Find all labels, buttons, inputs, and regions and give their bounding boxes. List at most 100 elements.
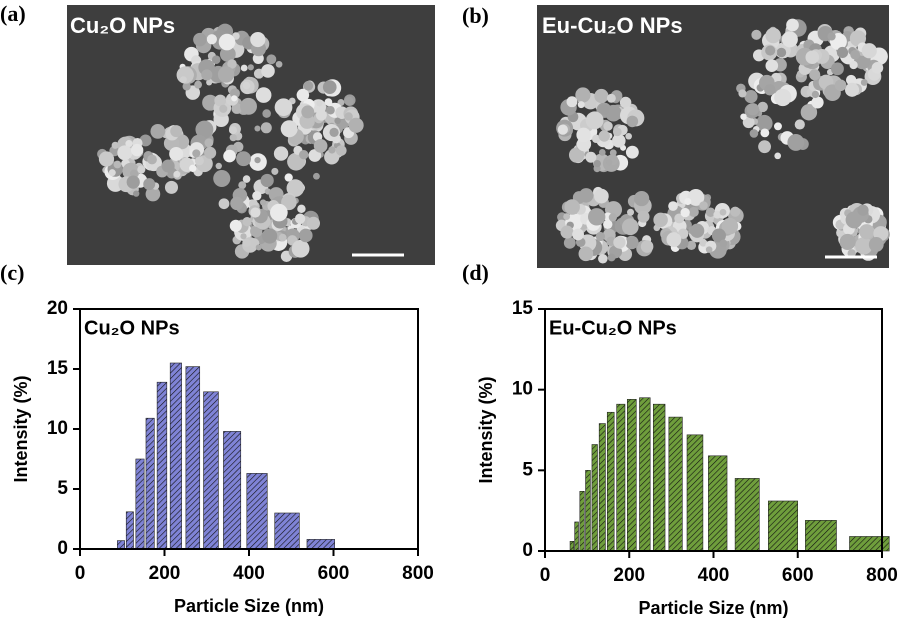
particle bbox=[229, 219, 242, 232]
particle bbox=[242, 238, 251, 247]
particle bbox=[686, 240, 697, 251]
y-tick-label: 10 bbox=[47, 418, 68, 439]
particle bbox=[247, 64, 254, 71]
particle bbox=[161, 159, 175, 173]
particle bbox=[625, 145, 639, 159]
particle bbox=[564, 199, 580, 215]
x-tick-label: 800 bbox=[402, 563, 434, 584]
particle bbox=[170, 125, 183, 138]
particle bbox=[621, 218, 639, 236]
particle bbox=[261, 64, 275, 78]
particle bbox=[598, 254, 608, 264]
particle bbox=[781, 31, 798, 48]
particle bbox=[192, 149, 201, 158]
particle bbox=[640, 240, 654, 253]
particle bbox=[286, 179, 305, 197]
y-tick-label: 5 bbox=[522, 459, 533, 480]
particle bbox=[113, 160, 122, 169]
particle bbox=[215, 162, 222, 170]
particle bbox=[568, 147, 585, 163]
particle bbox=[764, 84, 776, 96]
particle bbox=[231, 103, 243, 114]
particle bbox=[625, 132, 632, 140]
particle bbox=[227, 59, 237, 69]
particle bbox=[130, 169, 139, 178]
x-tick-label: 800 bbox=[866, 565, 898, 586]
particle bbox=[150, 124, 166, 139]
particle bbox=[271, 167, 279, 175]
particle bbox=[855, 237, 873, 255]
particle bbox=[137, 165, 146, 174]
panel-label: (b) bbox=[462, 3, 489, 28]
particle bbox=[711, 228, 726, 243]
particle bbox=[740, 113, 747, 120]
particle bbox=[284, 173, 293, 182]
particle bbox=[668, 201, 678, 211]
particle bbox=[182, 82, 191, 91]
bar-hatch bbox=[203, 391, 219, 550]
particle bbox=[274, 98, 293, 117]
particle bbox=[800, 103, 818, 121]
bar-hatch bbox=[574, 521, 579, 552]
particle bbox=[344, 112, 353, 121]
particle bbox=[255, 87, 272, 103]
bar-hatch bbox=[768, 500, 798, 552]
bar-hatch bbox=[652, 403, 666, 552]
particle bbox=[845, 211, 863, 229]
particle bbox=[607, 253, 616, 262]
particle bbox=[297, 204, 306, 214]
particle bbox=[576, 127, 591, 143]
particle bbox=[313, 172, 320, 180]
particle bbox=[836, 46, 849, 59]
particle bbox=[687, 189, 705, 206]
particle bbox=[563, 213, 571, 220]
particle bbox=[262, 109, 271, 118]
particle bbox=[306, 216, 321, 230]
particle bbox=[275, 60, 283, 68]
particle bbox=[315, 109, 327, 121]
particle bbox=[575, 87, 591, 103]
particle bbox=[839, 233, 856, 250]
x-tick-label: 600 bbox=[318, 563, 350, 584]
plot-frame bbox=[544, 308, 883, 552]
bar-hatch bbox=[616, 403, 626, 552]
particle bbox=[563, 236, 576, 249]
particle bbox=[603, 219, 613, 230]
particle bbox=[194, 156, 204, 166]
particle bbox=[201, 69, 213, 81]
particle bbox=[260, 199, 267, 206]
particle bbox=[130, 143, 144, 157]
particle bbox=[634, 190, 650, 207]
bar-hatch bbox=[125, 511, 134, 550]
particle bbox=[117, 145, 133, 161]
particle bbox=[758, 140, 772, 154]
particle bbox=[313, 139, 328, 153]
particle bbox=[328, 146, 336, 154]
particle bbox=[125, 140, 133, 148]
particle bbox=[827, 32, 836, 41]
x-axis-label: Particle Size (nm) bbox=[174, 596, 324, 616]
panel-label: (c) bbox=[0, 260, 24, 285]
bar-hatch bbox=[591, 444, 598, 552]
particle bbox=[719, 208, 727, 216]
particle bbox=[730, 206, 741, 217]
particle bbox=[206, 34, 217, 45]
particle bbox=[774, 152, 782, 160]
particle bbox=[296, 88, 310, 102]
particle bbox=[591, 134, 601, 144]
particle bbox=[625, 235, 639, 250]
particle bbox=[229, 133, 237, 142]
particle bbox=[666, 232, 682, 247]
particle bbox=[605, 159, 613, 166]
x-tick-label: 600 bbox=[782, 565, 814, 586]
particle bbox=[595, 231, 605, 242]
particle bbox=[303, 80, 314, 91]
particle bbox=[751, 29, 762, 40]
y-tick-label: 5 bbox=[57, 478, 68, 499]
bar-hatch bbox=[306, 539, 335, 550]
particle bbox=[612, 134, 626, 148]
bar-hatch bbox=[708, 455, 728, 552]
bar-hatch bbox=[246, 473, 268, 550]
particle bbox=[627, 208, 635, 216]
particle bbox=[218, 33, 236, 51]
